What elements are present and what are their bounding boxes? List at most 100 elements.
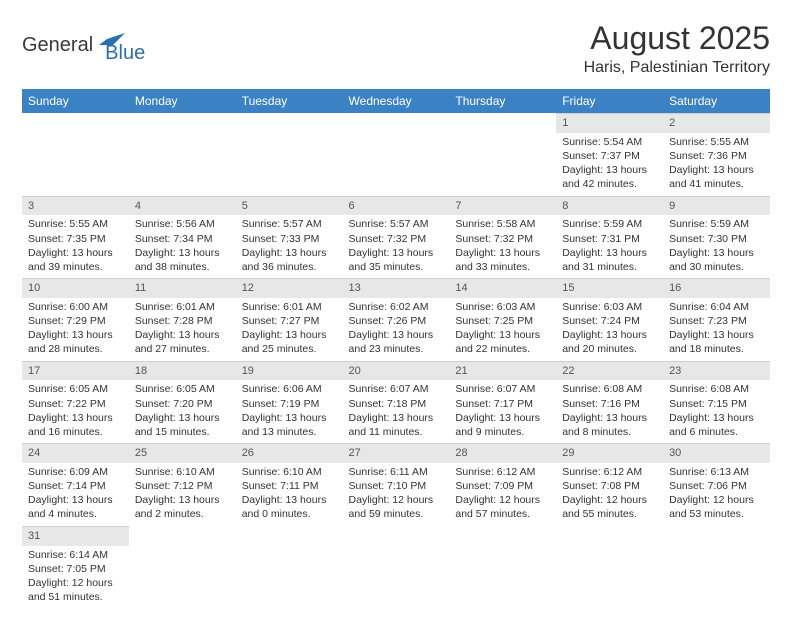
calendar-week-row: 17Sunrise: 6:05 AMSunset: 7:22 PMDayligh… bbox=[22, 361, 770, 444]
calendar-day-cell: 25Sunrise: 6:10 AMSunset: 7:12 PMDayligh… bbox=[129, 443, 236, 526]
day-details: Sunrise: 6:08 AMSunset: 7:16 PMDaylight:… bbox=[556, 380, 663, 443]
day-number: 26 bbox=[236, 443, 343, 463]
day-number: 11 bbox=[129, 278, 236, 298]
daylight-text-2: and 59 minutes. bbox=[349, 507, 444, 521]
daylight-text-1: Daylight: 12 hours bbox=[669, 493, 764, 507]
sunrise-text: Sunrise: 5:54 AM bbox=[562, 135, 657, 149]
daylight-text-1: Daylight: 13 hours bbox=[562, 246, 657, 260]
daylight-text-1: Daylight: 13 hours bbox=[242, 246, 337, 260]
daylight-text-1: Daylight: 13 hours bbox=[669, 328, 764, 342]
calendar-day-cell: 7Sunrise: 5:58 AMSunset: 7:32 PMDaylight… bbox=[449, 196, 556, 279]
sunrise-text: Sunrise: 6:06 AM bbox=[242, 382, 337, 396]
day-number: 2 bbox=[663, 113, 770, 133]
daylight-text-2: and 8 minutes. bbox=[562, 425, 657, 439]
day-number: 30 bbox=[663, 443, 770, 463]
sunrise-text: Sunrise: 5:57 AM bbox=[349, 217, 444, 231]
day-number: 10 bbox=[22, 278, 129, 298]
sunrise-text: Sunrise: 6:13 AM bbox=[669, 465, 764, 479]
daylight-text-2: and 30 minutes. bbox=[669, 260, 764, 274]
sunrise-text: Sunrise: 6:10 AM bbox=[135, 465, 230, 479]
daylight-text-2: and 15 minutes. bbox=[135, 425, 230, 439]
calendar-empty-cell bbox=[449, 526, 556, 609]
daylight-text-1: Daylight: 13 hours bbox=[455, 246, 550, 260]
daylight-text-1: Daylight: 13 hours bbox=[28, 493, 123, 507]
sunrise-text: Sunrise: 6:08 AM bbox=[562, 382, 657, 396]
day-number: 15 bbox=[556, 278, 663, 298]
daylight-text-2: and 9 minutes. bbox=[455, 425, 550, 439]
daylight-text-1: Daylight: 13 hours bbox=[669, 163, 764, 177]
sunrise-text: Sunrise: 6:02 AM bbox=[349, 300, 444, 314]
daylight-text-1: Daylight: 13 hours bbox=[28, 411, 123, 425]
daylight-text-1: Daylight: 13 hours bbox=[135, 328, 230, 342]
daylight-text-2: and 28 minutes. bbox=[28, 342, 123, 356]
sunrise-text: Sunrise: 5:59 AM bbox=[562, 217, 657, 231]
calendar-week-row: 1Sunrise: 5:54 AMSunset: 7:37 PMDaylight… bbox=[22, 113, 770, 196]
daylight-text-2: and 13 minutes. bbox=[242, 425, 337, 439]
weekday-header: Monday bbox=[129, 89, 236, 113]
sunset-text: Sunset: 7:20 PM bbox=[135, 397, 230, 411]
day-number: 23 bbox=[663, 361, 770, 381]
daylight-text-1: Daylight: 13 hours bbox=[242, 493, 337, 507]
day-number: 17 bbox=[22, 361, 129, 381]
sunset-text: Sunset: 7:25 PM bbox=[455, 314, 550, 328]
calendar-empty-cell bbox=[236, 113, 343, 196]
weekday-header: Wednesday bbox=[343, 89, 450, 113]
sunrise-text: Sunrise: 6:09 AM bbox=[28, 465, 123, 479]
day-number: 24 bbox=[22, 443, 129, 463]
sunrise-text: Sunrise: 6:11 AM bbox=[349, 465, 444, 479]
sunrise-text: Sunrise: 6:01 AM bbox=[135, 300, 230, 314]
calendar-day-cell: 28Sunrise: 6:12 AMSunset: 7:09 PMDayligh… bbox=[449, 443, 556, 526]
calendar-empty-cell bbox=[343, 526, 450, 609]
day-details: Sunrise: 6:10 AMSunset: 7:11 PMDaylight:… bbox=[236, 463, 343, 526]
daylight-text-2: and 16 minutes. bbox=[28, 425, 123, 439]
calendar-day-cell: 20Sunrise: 6:07 AMSunset: 7:18 PMDayligh… bbox=[343, 361, 450, 444]
day-number: 21 bbox=[449, 361, 556, 381]
daylight-text-1: Daylight: 13 hours bbox=[349, 328, 444, 342]
sunset-text: Sunset: 7:28 PM bbox=[135, 314, 230, 328]
calendar-page: General Blue August 2025 Haris, Palestin… bbox=[0, 0, 792, 628]
day-details: Sunrise: 6:12 AMSunset: 7:08 PMDaylight:… bbox=[556, 463, 663, 526]
calendar-day-cell: 11 Sunrise: 6:01 AMSunset: 7:28 PMDayligh… bbox=[129, 278, 236, 361]
day-details: Sunrise: 6:07 AMSunset: 7:18 PMDaylight:… bbox=[343, 380, 450, 443]
sunrise-text: Sunrise: 6:08 AM bbox=[669, 382, 764, 396]
day-details: Sunrise: 6:13 AMSunset: 7:06 PMDaylight:… bbox=[663, 463, 770, 526]
calendar-table: SundayMondayTuesdayWednesdayThursdayFrid… bbox=[22, 89, 770, 608]
calendar-week-row: 31Sunrise: 6:14 AMSunset: 7:05 PMDayligh… bbox=[22, 526, 770, 609]
day-details: Sunrise: 6:08 AMSunset: 7:15 PMDaylight:… bbox=[663, 380, 770, 443]
sunset-text: Sunset: 7:32 PM bbox=[455, 232, 550, 246]
daylight-text-1: Daylight: 13 hours bbox=[135, 411, 230, 425]
day-number: 7 bbox=[449, 196, 556, 216]
daylight-text-2: and 51 minutes. bbox=[28, 590, 123, 604]
day-details: Sunrise: 5:59 AMSunset: 7:30 PMDaylight:… bbox=[663, 215, 770, 278]
daylight-text-2: and 39 minutes. bbox=[28, 260, 123, 274]
daylight-text-2: and 4 minutes. bbox=[28, 507, 123, 521]
day-details: Sunrise: 6:11 AMSunset: 7:10 PMDaylight:… bbox=[343, 463, 450, 526]
day-details: Sunrise: 5:56 AMSunset: 7:34 PMDaylight:… bbox=[129, 215, 236, 278]
day-number: 9 bbox=[663, 196, 770, 216]
calendar-week-row: 3Sunrise: 5:55 AMSunset: 7:35 PMDaylight… bbox=[22, 196, 770, 279]
calendar-day-cell: 6Sunrise: 5:57 AMSunset: 7:32 PMDaylight… bbox=[343, 196, 450, 279]
day-details: Sunrise: 5:55 AMSunset: 7:35 PMDaylight:… bbox=[22, 215, 129, 278]
weekday-header: Sunday bbox=[22, 89, 129, 113]
daylight-text-1: Daylight: 13 hours bbox=[349, 246, 444, 260]
calendar-empty-cell bbox=[129, 113, 236, 196]
calendar-day-cell: 22Sunrise: 6:08 AMSunset: 7:16 PMDayligh… bbox=[556, 361, 663, 444]
daylight-text-1: Daylight: 12 hours bbox=[562, 493, 657, 507]
calendar-day-cell: 24Sunrise: 6:09 AMSunset: 7:14 PMDayligh… bbox=[22, 443, 129, 526]
day-number: 31 bbox=[22, 526, 129, 546]
sunset-text: Sunset: 7:36 PM bbox=[669, 149, 764, 163]
daylight-text-1: Daylight: 13 hours bbox=[242, 411, 337, 425]
sunrise-text: Sunrise: 6:03 AM bbox=[455, 300, 550, 314]
calendar-day-cell: 16Sunrise: 6:04 AMSunset: 7:23 PMDayligh… bbox=[663, 278, 770, 361]
daylight-text-2: and 36 minutes. bbox=[242, 260, 337, 274]
day-number: 12 bbox=[236, 278, 343, 298]
sunset-text: Sunset: 7:19 PM bbox=[242, 397, 337, 411]
sunset-text: Sunset: 7:29 PM bbox=[28, 314, 123, 328]
day-details: Sunrise: 6:07 AMSunset: 7:17 PMDaylight:… bbox=[449, 380, 556, 443]
daylight-text-2: and 35 minutes. bbox=[349, 260, 444, 274]
day-details: Sunrise: 6:05 AMSunset: 7:20 PMDaylight:… bbox=[129, 380, 236, 443]
weekday-header: Friday bbox=[556, 89, 663, 113]
logo: General Blue bbox=[22, 20, 145, 65]
sunset-text: Sunset: 7:12 PM bbox=[135, 479, 230, 493]
day-number: 29 bbox=[556, 443, 663, 463]
